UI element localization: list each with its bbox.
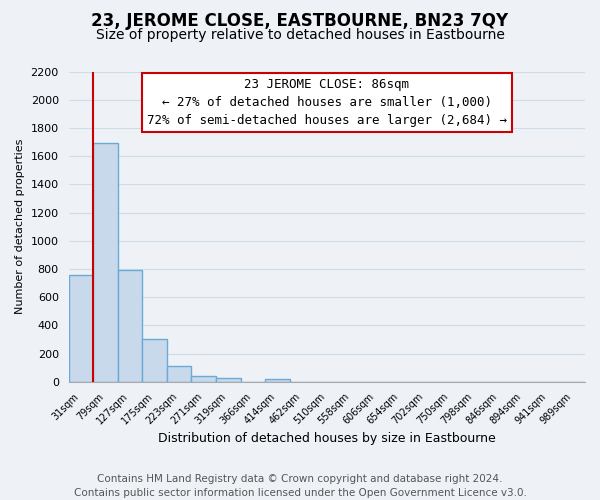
Text: Size of property relative to detached houses in Eastbourne: Size of property relative to detached ho… (95, 28, 505, 42)
Text: Contains HM Land Registry data © Crown copyright and database right 2024.
Contai: Contains HM Land Registry data © Crown c… (74, 474, 526, 498)
Bar (118, 270, 142, 382)
Text: 23 JEROME CLOSE: 86sqm
← 27% of detached houses are smaller (1,000)
72% of semi-: 23 JEROME CLOSE: 86sqm ← 27% of detached… (147, 78, 507, 126)
X-axis label: Distribution of detached houses by size in Eastbourne: Distribution of detached houses by size … (158, 432, 496, 445)
Y-axis label: Number of detached properties: Number of detached properties (15, 139, 25, 314)
Bar (216, 378, 241, 382)
Bar (191, 376, 216, 382)
Bar (93, 144, 118, 382)
Bar (68, 274, 93, 382)
Bar (265, 379, 290, 382)
Bar (142, 340, 167, 382)
Text: 23, JEROME CLOSE, EASTBOURNE, BN23 7QY: 23, JEROME CLOSE, EASTBOURNE, BN23 7QY (91, 12, 509, 30)
Bar (167, 366, 191, 382)
